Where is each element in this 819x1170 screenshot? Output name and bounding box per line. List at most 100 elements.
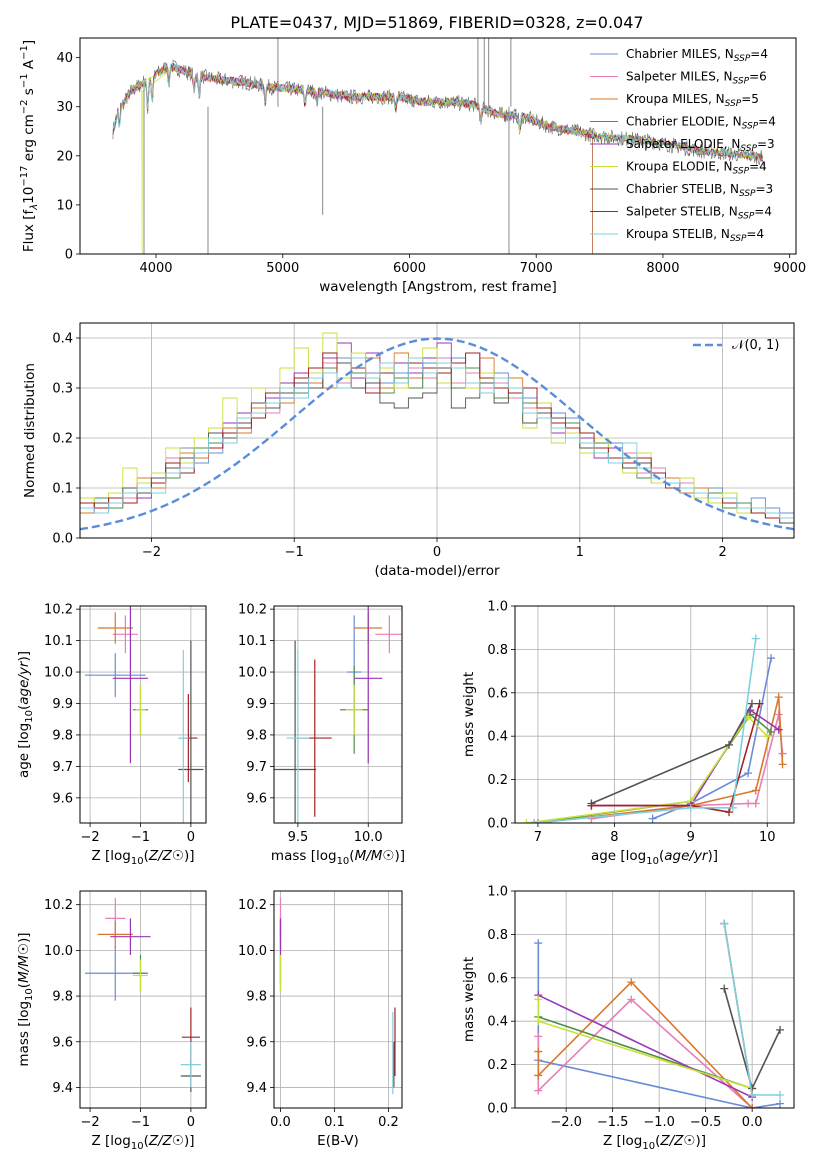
y-tick-label: 0.2 — [487, 1058, 508, 1073]
y-tick-label: 40 — [56, 51, 73, 66]
y-tick-label: 0.8 — [487, 643, 508, 658]
weight-marker — [534, 995, 543, 1004]
weight-marker — [776, 1025, 785, 1034]
y-tick-label: 9.9 — [52, 697, 73, 712]
weight-series — [534, 638, 757, 823]
x-axis-label: Z [log10(Z/Z☉)] — [91, 1133, 194, 1152]
y-tick-label: 10.1 — [238, 634, 267, 649]
weight-marker — [534, 1017, 543, 1026]
y-tick-label: 0.0 — [487, 817, 508, 832]
weight-marker — [648, 814, 657, 823]
x-axis-label: E(B-V) — [317, 1133, 359, 1149]
x-tick-label: 0.0 — [742, 1115, 763, 1130]
x-tick-label: 4000 — [139, 261, 172, 276]
x-axis-label: wavelength [Angstrom, rest frame] — [319, 279, 557, 295]
y-tick-label: 0.6 — [487, 686, 508, 701]
y-tick-label: 0.8 — [487, 928, 508, 943]
x-axis-label: Z [log10(Z/Z☉)] — [91, 848, 194, 867]
weight-marker — [522, 819, 531, 823]
axes-frame — [514, 605, 795, 824]
weight-marker — [776, 1099, 785, 1108]
plot-area — [274, 606, 402, 823]
weight-marker — [534, 939, 543, 948]
weight-marker — [763, 732, 772, 741]
x-tick-label: 9 — [687, 830, 695, 845]
panel-massweight_vs_age: 7 8 9 10 0.0 0.2 0.4 0.6 0.8 1.0 age [log10(age/yr… — [461, 600, 795, 867]
panel-age_vs_mass: 9.5 10.0 9.6 9.7 9.8 9.9 10.0 10.1 10.2 mass [log… — [238, 603, 405, 867]
x-tick-label: 8 — [610, 830, 618, 845]
legend-label: Salpeter MILES, NSSP=6 — [626, 70, 767, 87]
x-tick-label: 1 — [576, 545, 584, 560]
weight-marker — [534, 1032, 543, 1041]
weight-marker — [725, 740, 734, 749]
x-tick-label: 10 — [759, 830, 776, 845]
axes-frame — [79, 322, 795, 539]
axes-frame — [514, 890, 795, 1109]
x-axis-label: (data-model)/error — [374, 563, 500, 579]
y-tick-label: 0.2 — [52, 432, 73, 447]
plot-area — [85, 606, 204, 823]
weight-marker — [755, 699, 764, 708]
weight-marker — [728, 803, 737, 812]
plot-area — [522, 634, 787, 823]
ticks: −2 −1 0 9.4 9.6 9.8 10.0 10.2 — [44, 898, 195, 1130]
ticks: −2 −1 0 9.6 9.7 9.8 9.9 10.0 10.1 10.2 — [44, 603, 195, 845]
weight-marker — [725, 808, 734, 817]
weight-marker — [751, 786, 760, 795]
weight-marker — [686, 803, 695, 812]
panel-spectrum: 4000 5000 6000 7000 8000 9000 0 10 20 30 40 wavelen… — [19, 37, 806, 295]
gaussian-curve — [80, 337, 794, 531]
x-tick-label: 9000 — [773, 261, 806, 276]
x-tick-label: −1 — [131, 830, 150, 845]
y-tick-label: 0.2 — [487, 773, 508, 788]
weight-marker — [534, 1071, 543, 1080]
y-tick-label: 0 — [65, 248, 73, 263]
legend-label: Chabrier MILES, NSSP=4 — [626, 47, 768, 64]
y-axis-label: Flux [fλ10−17 erg cm−2 s−1 A−1] — [19, 40, 40, 252]
weight-marker — [627, 995, 636, 1004]
x-tick-label: 5000 — [266, 261, 299, 276]
weight-marker — [774, 693, 783, 702]
x-tick-label: 2 — [718, 545, 726, 560]
panel-mass_vs_Z: −2 −1 0 9.4 9.6 9.8 10.0 10.2 Z [log10(Z/Z☉)] mas… — [16, 890, 207, 1152]
histogram-series — [80, 357, 794, 519]
weight-marker — [587, 801, 596, 810]
weight-marker — [720, 984, 729, 993]
axes-frame — [79, 605, 207, 824]
weight-series — [537, 994, 753, 1098]
y-axis-label: mass [log10(M/M☉)] — [16, 932, 35, 1066]
weight-marker — [744, 769, 753, 778]
legend-label: Kroupa STELIB, NSSP=4 — [626, 227, 764, 244]
x-tick-label: −1 — [285, 545, 304, 560]
weight-marker — [627, 978, 636, 987]
panel-mass_vs_EBV: 0.0 0.1 0.2 9.4 9.6 9.8 10.0 10.2 E(B-V) — [238, 890, 403, 1149]
weight-marker — [767, 654, 776, 663]
axes-frame — [79, 37, 797, 255]
y-tick-label: 0.3 — [52, 382, 73, 397]
plot-area — [279, 897, 396, 1095]
x-tick-label: 8000 — [646, 261, 679, 276]
x-tick-label: 0.1 — [324, 1115, 345, 1130]
y-tick-label: 10.2 — [44, 898, 73, 913]
plot-area — [534, 919, 785, 1108]
y-tick-label: 9.8 — [246, 728, 267, 743]
x-tick-label: −2 — [142, 545, 161, 560]
y-tick-label: 10.0 — [238, 666, 267, 681]
y-tick-label: 10.0 — [44, 666, 73, 681]
legend: Chabrier MILES, NSSP=4 Salpeter MILES, NS… — [590, 47, 776, 244]
y-tick-label: 9.4 — [52, 1081, 73, 1096]
y-tick-label: 9.6 — [246, 1035, 267, 1050]
y-tick-label: 10 — [56, 198, 73, 213]
x-tick-label: 7000 — [520, 261, 553, 276]
weight-marker — [751, 634, 760, 643]
weight-series — [591, 703, 761, 814]
y-tick-label: 10.1 — [44, 634, 73, 649]
plot-area — [85, 897, 201, 1093]
plot-area — [112, 38, 764, 254]
x-tick-label: 0 — [433, 545, 441, 560]
x-tick-label: −1 — [131, 1115, 150, 1130]
x-tick-label: −2 — [80, 1115, 99, 1130]
plot-area — [80, 332, 794, 531]
ticks: −2 −1 0 1 2 0.0 0.1 0.2 0.3 0.4 — [52, 332, 726, 561]
x-axis-label: age [log10(age/yr)] — [591, 848, 718, 867]
